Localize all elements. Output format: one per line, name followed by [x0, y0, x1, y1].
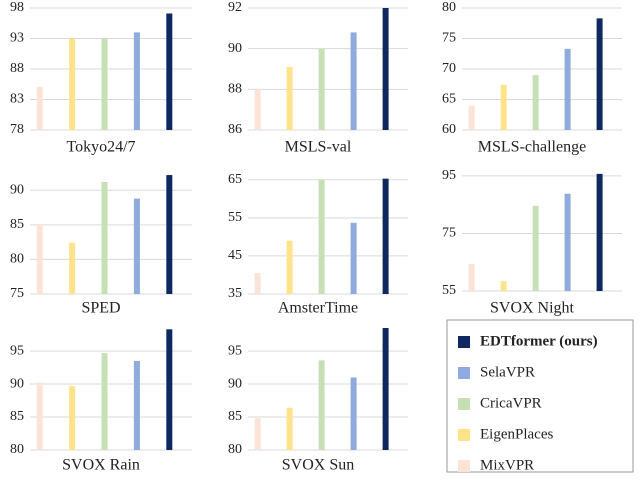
bar: [69, 386, 76, 450]
bar: [36, 86, 43, 130]
y-tick-label: 95: [10, 343, 24, 358]
y-tick-label: 85: [228, 409, 242, 424]
bar: [350, 377, 357, 450]
bar: [166, 329, 173, 450]
y-tick-label: 88: [228, 82, 242, 97]
bar: [382, 328, 389, 450]
y-tick-label: 78: [10, 122, 24, 137]
bar: [254, 89, 261, 130]
y-tick-label: 75: [10, 286, 24, 301]
bar: [500, 84, 507, 130]
bar: [318, 48, 325, 130]
x-axis-label: SVOX Sun: [282, 457, 354, 474]
y-tick-label: 65: [442, 92, 456, 107]
y-tick-label: 35: [228, 286, 242, 301]
bar: [166, 13, 173, 131]
x-axis-label: SVOX Rain: [62, 457, 140, 474]
y-tick-label: 80: [10, 442, 24, 457]
y-tick-label: 88: [10, 61, 24, 76]
x-axis-label: MSLS-val: [285, 139, 352, 156]
y-tick-label: 75: [442, 31, 456, 46]
bar: [286, 240, 293, 294]
bar: [468, 105, 475, 130]
y-tick-label: 70: [442, 61, 456, 76]
bar: [69, 242, 76, 294]
y-tick-label: 95: [228, 343, 242, 358]
y-tick-label: 86: [228, 122, 242, 137]
legend-label: SelaVPR: [480, 364, 535, 380]
y-tick-label: 90: [228, 376, 242, 391]
bar: [286, 407, 293, 450]
bar: [532, 75, 539, 130]
y-tick-label: 75: [442, 226, 456, 241]
y-tick-label: 80: [442, 0, 456, 15]
legend-label: CricaVPR: [480, 395, 542, 411]
bar: [36, 382, 43, 450]
y-tick-label: 55: [442, 283, 456, 298]
bar: [350, 32, 357, 130]
y-tick-label: 55: [228, 210, 242, 225]
bar: [69, 38, 76, 130]
bar: [350, 222, 357, 294]
bar: [468, 263, 475, 291]
bar: [166, 175, 173, 294]
bar: [133, 360, 140, 450]
legend-swatch: [458, 429, 470, 441]
bar: [596, 18, 603, 130]
x-axis-label: SPED: [81, 300, 120, 317]
legend-swatch: [458, 367, 470, 379]
legend-swatch: [458, 398, 470, 410]
legend-box: [446, 319, 634, 473]
y-tick-label: 90: [10, 183, 24, 198]
y-tick-label: 93: [10, 31, 24, 46]
y-tick-label: 90: [10, 376, 24, 391]
y-tick-label: 80: [228, 442, 242, 457]
bar: [101, 353, 108, 450]
bar: [318, 179, 325, 294]
x-axis-label: Tokyo24/7: [66, 139, 135, 156]
legend-swatch: [458, 336, 470, 348]
y-tick-label: 65: [228, 172, 242, 187]
bar: [532, 205, 539, 291]
y-tick-label: 80: [10, 252, 24, 267]
legend-label: EigenPlaces: [480, 426, 553, 442]
y-tick-label: 60: [442, 122, 456, 137]
bar: [254, 418, 261, 450]
x-axis-label: MSLS-challenge: [478, 139, 586, 156]
y-tick-label: 95: [442, 168, 456, 183]
bar: [286, 66, 293, 130]
bar: [133, 32, 140, 130]
bar: [382, 178, 389, 294]
y-tick-label: 90: [228, 41, 242, 56]
bar: [318, 360, 325, 450]
bar: [36, 224, 43, 294]
bar: [564, 48, 571, 131]
x-axis-label: SVOX Night: [490, 300, 575, 317]
legend-label: MixVPR: [480, 457, 534, 473]
bar: [254, 273, 261, 294]
bar: [101, 38, 108, 130]
y-tick-label: 85: [10, 409, 24, 424]
bar: [500, 281, 507, 291]
y-tick-label: 85: [10, 217, 24, 232]
y-tick-label: 45: [228, 248, 242, 263]
y-tick-label: 98: [10, 0, 24, 15]
y-tick-label: 92: [228, 0, 242, 15]
legend-swatch: [458, 460, 470, 472]
bar: [133, 198, 140, 294]
bar: [101, 181, 108, 294]
legend-label: EDTformer (ours): [480, 333, 598, 349]
x-axis-label: AmsterTime: [278, 300, 358, 317]
y-tick-label: 83: [10, 92, 24, 107]
bar: [596, 173, 603, 291]
bar: [382, 8, 389, 130]
bar: [564, 193, 571, 291]
